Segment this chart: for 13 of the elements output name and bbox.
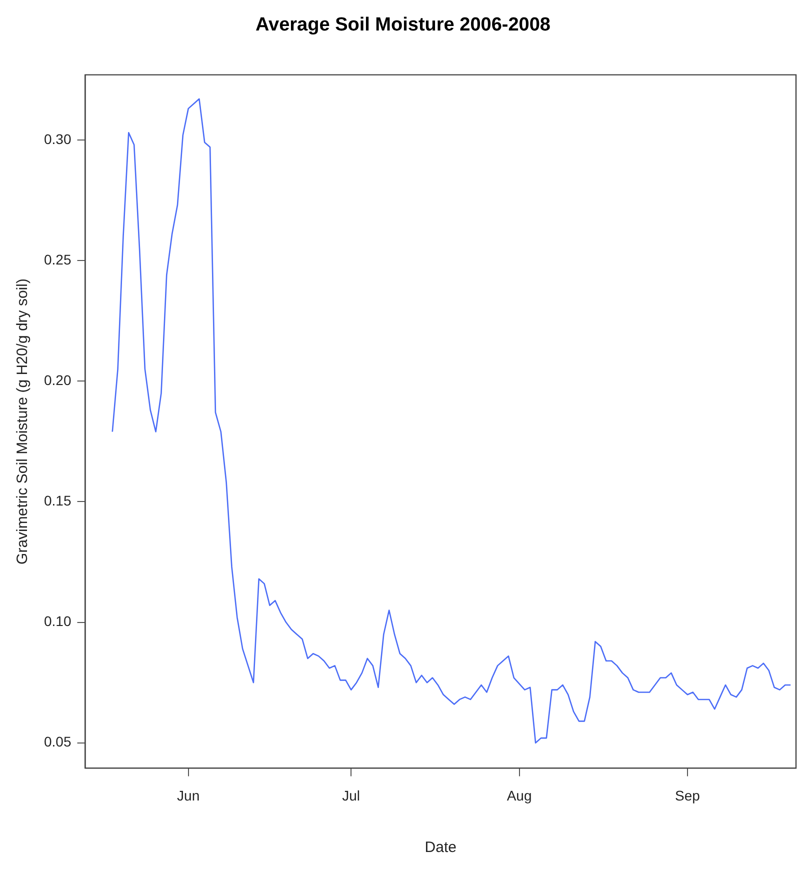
x-tick-label: Aug (506, 787, 532, 804)
y-tick-label: 0.20 (44, 372, 72, 388)
x-tick-label: Jul (342, 787, 360, 804)
y-axis-title: Gravimetric Soil Moisture (g H20/g dry soil) (14, 278, 32, 564)
x-tick-label: Sep (675, 787, 700, 804)
y-tick-label: 0.25 (44, 251, 72, 268)
y-tick-label: 0.15 (44, 492, 72, 509)
y-tick-label: 0.05 (44, 734, 72, 750)
y-tick-label: 0.30 (44, 130, 72, 147)
chart-title: Average Soil Moisture 2006-2008 (256, 14, 550, 36)
y-tick-label: 0.10 (44, 613, 72, 630)
x-axis-title: Date (424, 839, 456, 856)
x-tick-label: Jun (177, 787, 200, 804)
